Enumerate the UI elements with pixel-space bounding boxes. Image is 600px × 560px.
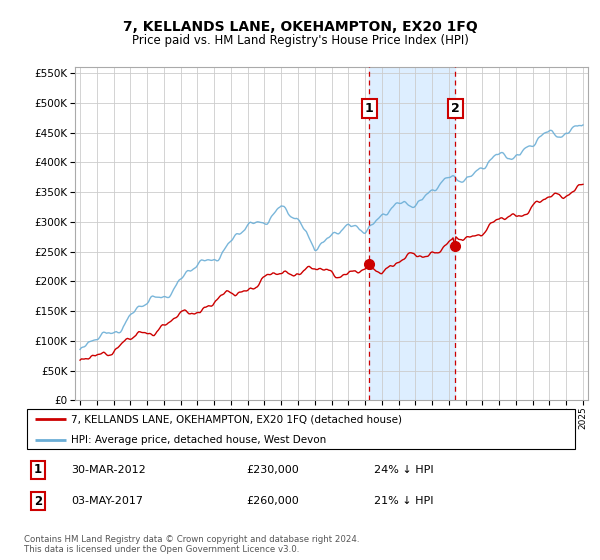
Text: Contains HM Land Registry data © Crown copyright and database right 2024.
This d: Contains HM Land Registry data © Crown c… (24, 535, 359, 554)
Text: 21% ↓ HPI: 21% ↓ HPI (374, 496, 433, 506)
Text: £260,000: £260,000 (246, 496, 299, 506)
Text: 2: 2 (451, 102, 460, 115)
Text: 7, KELLANDS LANE, OKEHAMPTON, EX20 1FQ: 7, KELLANDS LANE, OKEHAMPTON, EX20 1FQ (122, 20, 478, 34)
Text: 30-MAR-2012: 30-MAR-2012 (71, 465, 146, 475)
Text: 7, KELLANDS LANE, OKEHAMPTON, EX20 1FQ (detached house): 7, KELLANDS LANE, OKEHAMPTON, EX20 1FQ (… (71, 414, 402, 424)
Text: 1: 1 (365, 102, 374, 115)
Text: £230,000: £230,000 (246, 465, 299, 475)
Text: Price paid vs. HM Land Registry's House Price Index (HPI): Price paid vs. HM Land Registry's House … (131, 34, 469, 46)
FancyBboxPatch shape (27, 409, 575, 449)
Text: 24% ↓ HPI: 24% ↓ HPI (374, 465, 433, 475)
Text: HPI: Average price, detached house, West Devon: HPI: Average price, detached house, West… (71, 435, 326, 445)
Text: 2: 2 (34, 494, 42, 507)
Text: 03-MAY-2017: 03-MAY-2017 (71, 496, 143, 506)
Bar (369, 67, 455, 400)
Text: 1: 1 (34, 463, 42, 476)
